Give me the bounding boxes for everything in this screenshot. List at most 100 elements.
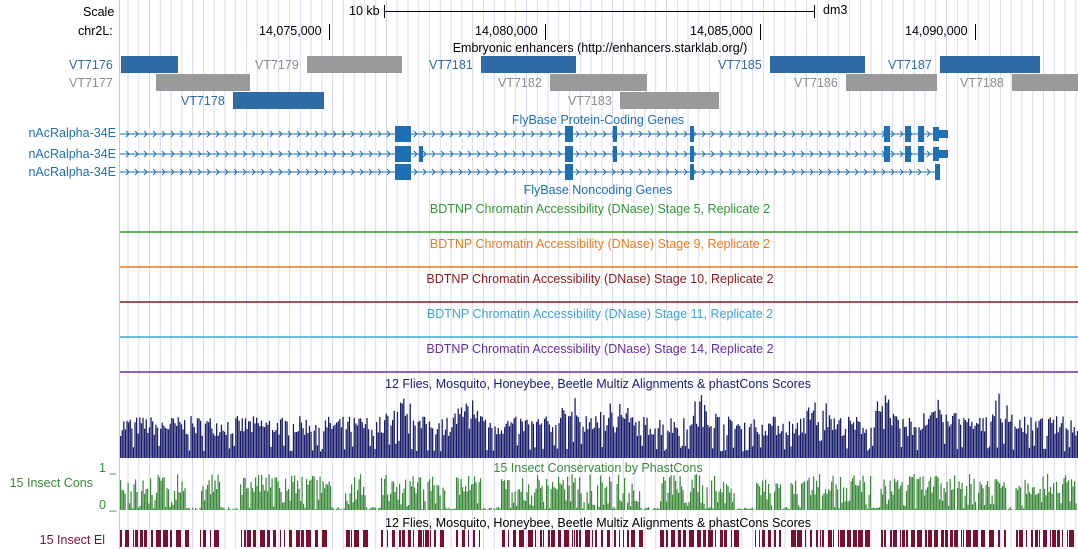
enhancer-feature[interactable] xyxy=(307,56,402,73)
phastcons-bar xyxy=(378,508,380,510)
strand-arrow xyxy=(233,168,238,176)
multiz-bar xyxy=(403,398,405,458)
enhancer-feature[interactable] xyxy=(481,56,576,73)
phastcons-side-label[interactable]: 15 Insect Cons xyxy=(9,476,93,490)
multiz-bar xyxy=(814,402,816,458)
multiz-bar xyxy=(891,425,893,458)
conserved-element xyxy=(315,530,318,547)
conserved-element xyxy=(607,530,610,547)
multiz-bar xyxy=(1073,427,1075,458)
multiz-bar xyxy=(401,403,403,458)
multiz-bar xyxy=(1056,416,1058,458)
phastcons-bar xyxy=(1026,493,1028,510)
strand-arrow xyxy=(854,168,859,176)
transcript-label[interactable]: nAcRalpha-34E xyxy=(28,147,116,161)
phastcons-bar xyxy=(960,489,962,510)
strand-arrow xyxy=(737,168,742,176)
multiz-bar xyxy=(843,435,845,458)
phastcons-bar xyxy=(826,493,828,510)
multiz-bar xyxy=(512,423,514,458)
phastcons-bar xyxy=(129,503,131,510)
multiz-bar xyxy=(897,420,899,458)
enhancer-feature[interactable] xyxy=(1012,74,1078,91)
phastcons-bar xyxy=(931,492,933,510)
phastcons-bar xyxy=(255,477,257,510)
multiz-bar xyxy=(315,424,317,458)
elements-side-label[interactable]: 15 Insect El xyxy=(39,533,105,547)
enhancer-feature[interactable] xyxy=(940,56,1040,73)
multiz-bar xyxy=(300,422,303,458)
strand-arrow xyxy=(260,130,265,138)
multiz-bar xyxy=(174,423,176,458)
multiz-bar xyxy=(672,432,674,458)
phastcons-bar xyxy=(787,508,789,510)
phastcons-bar xyxy=(259,491,261,510)
multiz-bar xyxy=(430,427,432,458)
dnase-stage11-title: BDTNP Chromatin Accessibility (DNase) St… xyxy=(426,307,774,321)
conserved-element xyxy=(540,530,542,547)
multiz-bar xyxy=(950,424,952,458)
strand-arrow xyxy=(368,150,373,158)
multiz-bar xyxy=(523,431,525,458)
multiz-bar xyxy=(622,417,624,458)
phastcons-bar xyxy=(900,485,902,510)
enhancer-feature[interactable] xyxy=(233,92,324,109)
multiz-bar xyxy=(617,416,619,458)
multiz-bar xyxy=(294,432,296,458)
multiz-bar xyxy=(244,418,247,458)
enhancer-feature[interactable] xyxy=(121,56,178,73)
phastcons-bar xyxy=(678,492,680,510)
phastcons-bar xyxy=(856,485,858,510)
phastcons-bar xyxy=(459,494,461,510)
phastcons-bar xyxy=(192,507,194,510)
transcript-label[interactable]: nAcRalpha-34E xyxy=(28,165,116,179)
multiz-bar xyxy=(508,426,511,458)
strand-arrow xyxy=(260,150,265,158)
enhancer-feature[interactable] xyxy=(770,56,865,73)
enhancer-feature[interactable] xyxy=(620,92,719,109)
phastcons-bar xyxy=(154,500,156,510)
phastcons-bar xyxy=(738,508,740,510)
multiz-bar xyxy=(262,426,264,458)
strand-arrow xyxy=(746,150,751,158)
multiz-bar xyxy=(908,417,911,458)
phastcons-bar xyxy=(1066,482,1068,510)
enhancer-feature[interactable] xyxy=(156,74,250,91)
multiz-bar xyxy=(795,428,797,458)
multiz-bar xyxy=(467,406,469,458)
strand-arrow xyxy=(584,130,589,138)
phastcons-bar xyxy=(1018,485,1020,510)
multiz-bar xyxy=(272,430,274,458)
enhancer-feature[interactable] xyxy=(846,74,937,91)
phastcons-bar xyxy=(1027,483,1029,510)
multiz-bar xyxy=(945,414,947,458)
multiz-bar xyxy=(297,431,299,458)
strand-arrow xyxy=(665,168,670,176)
phastcons-bar xyxy=(214,480,216,510)
ruler-tick xyxy=(545,24,546,40)
multiz-bar xyxy=(928,418,930,458)
strand-arrow xyxy=(647,150,652,158)
phastcons-bar xyxy=(135,479,137,510)
multiz-bar xyxy=(275,430,277,458)
phastcons-bar xyxy=(721,492,723,510)
multiz-bar xyxy=(534,447,536,458)
conserved-element xyxy=(592,530,593,547)
phastcons-bar xyxy=(295,493,297,510)
transcript-label[interactable]: nAcRalpha-34E xyxy=(28,126,116,140)
phastcons-bar xyxy=(433,485,435,510)
conserved-element xyxy=(468,530,469,547)
phastcons-bar xyxy=(720,488,722,510)
multiz-bar xyxy=(985,417,987,458)
multiz-bar xyxy=(944,443,946,458)
phastcons-bar xyxy=(1072,486,1074,510)
strand-arrow xyxy=(773,150,778,158)
multiz-bar xyxy=(982,418,984,458)
multiz-bar xyxy=(1040,419,1042,458)
multiz-bar xyxy=(936,418,938,458)
strand-arrow xyxy=(638,150,643,158)
multiz-bar xyxy=(702,426,704,458)
enhancer-feature[interactable] xyxy=(550,74,647,91)
